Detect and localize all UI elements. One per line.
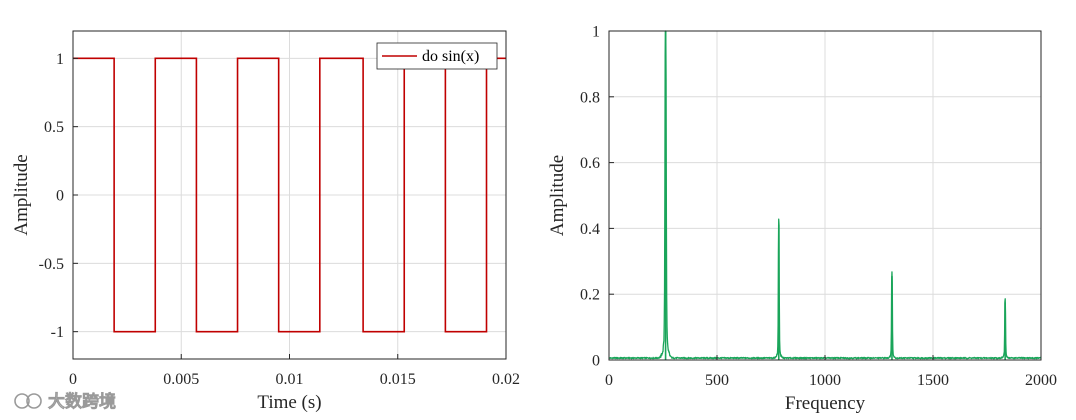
y-tick-label: 0: [56, 188, 64, 205]
x-tick-label: 0: [605, 372, 613, 389]
square-wave-line: [73, 57, 506, 333]
y-tick-label: 1: [592, 24, 600, 41]
x-tick-label: 0.01: [276, 371, 304, 388]
x-tick-label: 0.015: [380, 371, 416, 388]
x-tick-label: 0: [69, 371, 77, 388]
legend-label: do sin(x): [422, 48, 479, 65]
y-tick-label: -1: [51, 324, 64, 341]
time-domain-plot: 0 0.005 0.01 0.015 0.02 1 0.5 0 -0.5 -1 do sin(x)…: [11, 30, 520, 413]
y-tick-label: 0.4: [580, 221, 600, 238]
y-tick-label: 1: [56, 51, 64, 68]
x-tick-label: 2000: [1025, 372, 1057, 389]
frequency-x-axis-label: Frequency: [785, 393, 866, 414]
watermark-logo-icon: [14, 393, 42, 409]
frequency-y-axis-label: Amplitude: [547, 155, 568, 236]
time-x-axis-label: Time (s): [257, 392, 321, 413]
frequency-ticks: 0 500 1000 1500 2000 1 0.8 0.6 0.4 0.2 0: [580, 24, 1057, 390]
x-tick-label: 0.02: [492, 371, 520, 388]
frequency-domain-plot: 0 500 1000 1500 2000 1 0.8 0.6 0.4 0.2 0 Frequency…: [547, 24, 1057, 415]
y-tick-label: 0.5: [44, 119, 64, 136]
x-tick-label: 1500: [917, 372, 949, 389]
watermark: 大数跨境: [14, 391, 116, 412]
watermark-text: 大数跨境: [48, 391, 116, 412]
time-y-axis-label: Amplitude: [11, 154, 32, 235]
y-tick-label: -0.5: [39, 256, 64, 273]
x-tick-label: 500: [705, 372, 729, 389]
y-tick-label: 0.8: [580, 89, 600, 106]
time-ticks: 0 0.005 0.01 0.015 0.02 1 0.5 0 -0.5 -1: [39, 51, 520, 388]
time-series: [73, 57, 506, 333]
x-tick-label: 1000: [809, 372, 841, 389]
legend: do sin(x): [376, 42, 498, 70]
y-tick-label: 0: [592, 353, 600, 370]
y-tick-label: 0.6: [580, 155, 600, 172]
x-tick-label: 0.005: [163, 371, 199, 388]
y-tick-label: 0.2: [580, 287, 600, 304]
